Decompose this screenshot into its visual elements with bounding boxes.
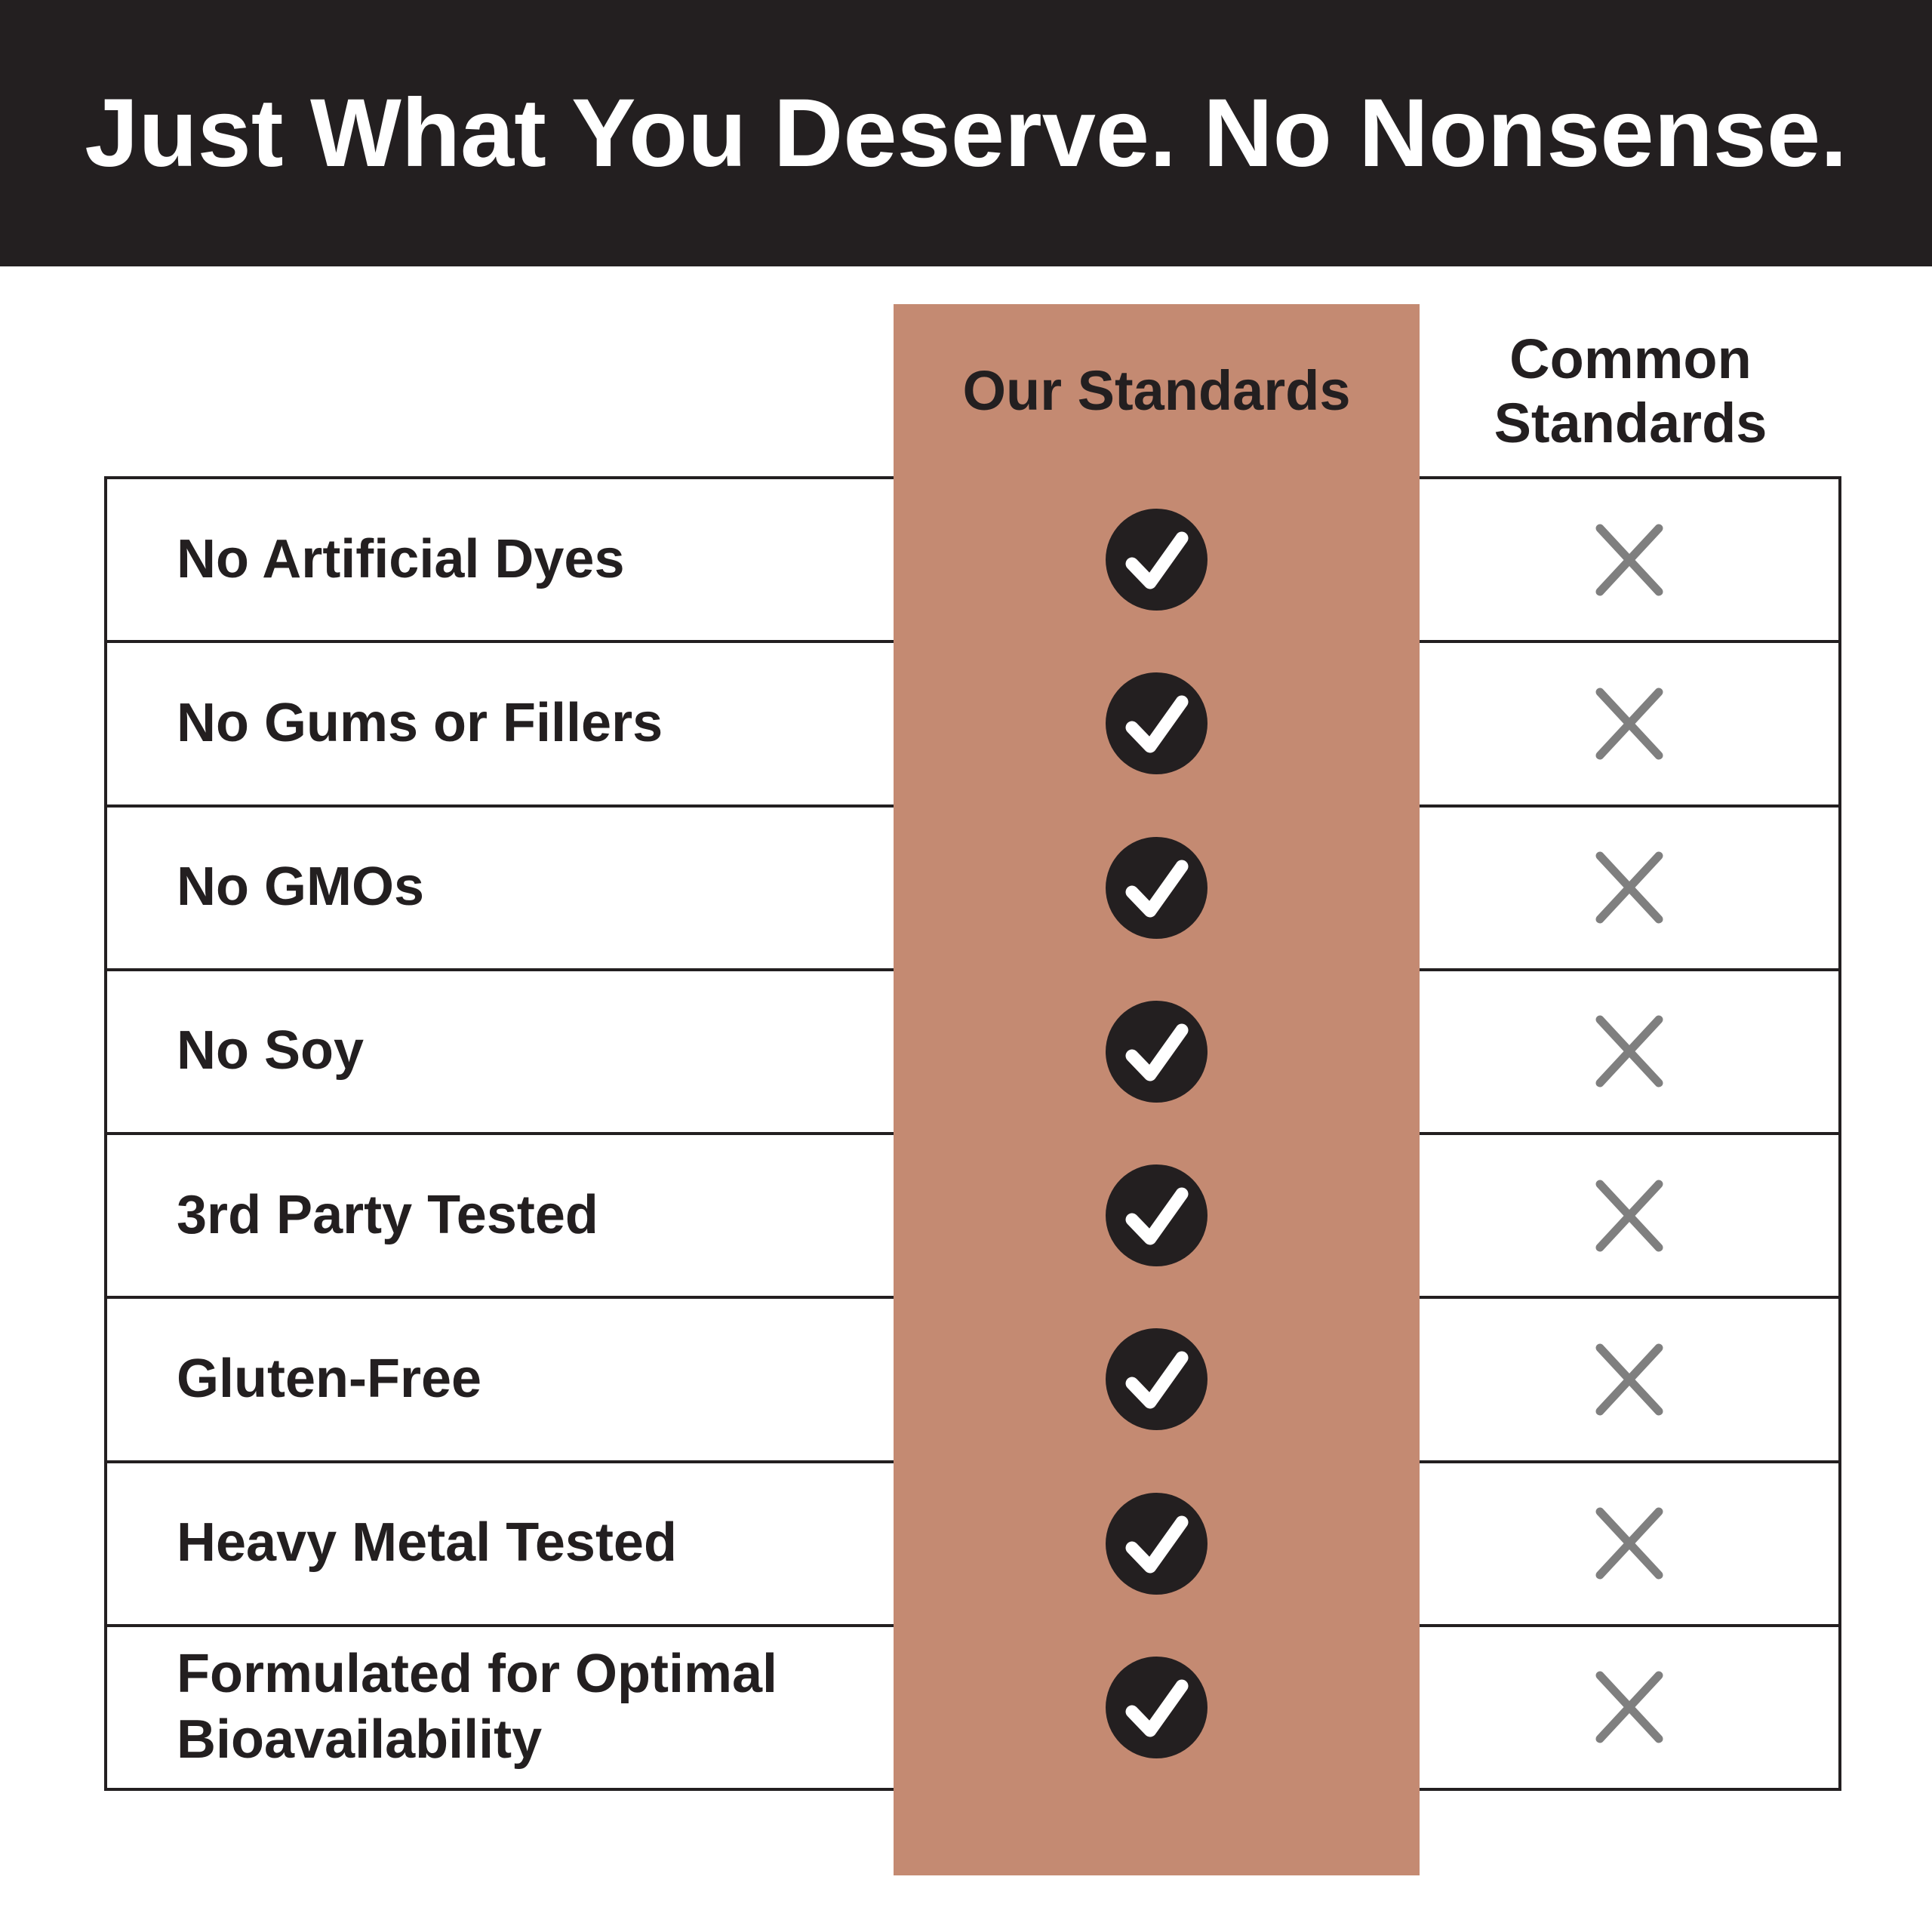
table-row: No Artificial Dyes bbox=[107, 479, 1838, 640]
page-title: Just What You Deserve. No Nonsense. bbox=[85, 79, 1847, 187]
common-standards-cell bbox=[1420, 479, 1838, 640]
common-standards-cell bbox=[1420, 1627, 1838, 1788]
common-standards-cell bbox=[1420, 1463, 1838, 1624]
row-label: Gluten-Free bbox=[177, 1348, 482, 1409]
row-label: Heavy Metal Tested bbox=[177, 1512, 677, 1574]
row-label: Formulated for Optimal Bioavailability bbox=[177, 1643, 778, 1770]
row-label: No Soy bbox=[177, 1020, 365, 1081]
x-icon bbox=[1595, 1671, 1663, 1743]
row-label: No Gums or Fillers bbox=[177, 692, 663, 753]
x-icon bbox=[1595, 524, 1663, 596]
x-icon bbox=[1595, 851, 1663, 924]
our-standards-column-highlight bbox=[894, 304, 1420, 1875]
row-label: No Artificial Dyes bbox=[177, 528, 625, 589]
x-icon bbox=[1595, 1343, 1663, 1416]
common-standards-cell bbox=[1420, 643, 1838, 804]
column-header-common-standards: Common Standards bbox=[1494, 327, 1767, 454]
x-icon bbox=[1595, 688, 1663, 760]
x-icon bbox=[1595, 1180, 1663, 1252]
x-icon bbox=[1595, 1015, 1663, 1088]
row-label: No GMOs bbox=[177, 857, 425, 918]
header-banner: Just What You Deserve. No Nonsense. bbox=[0, 0, 1932, 266]
table-row: Formulated for Optimal Bioavailability bbox=[107, 1623, 1838, 1788]
row-label: 3rd Party Tested bbox=[177, 1184, 598, 1245]
common-standards-cell bbox=[1420, 1299, 1838, 1460]
common-standards-cell bbox=[1420, 971, 1838, 1132]
common-standards-cell bbox=[1420, 808, 1838, 968]
common-standards-cell bbox=[1420, 1135, 1838, 1296]
x-icon bbox=[1595, 1507, 1663, 1580]
column-header-our-standards: Our Standards bbox=[962, 359, 1351, 423]
